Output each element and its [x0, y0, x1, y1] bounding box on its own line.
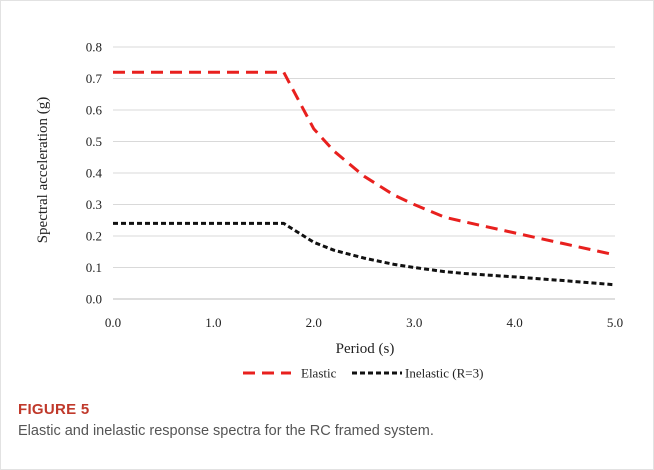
- series-line-inelastic: [113, 221, 616, 287]
- y-tick-label: 0.3: [86, 197, 102, 212]
- series-lines: [113, 70, 616, 287]
- y-tick-label: 0.4: [86, 166, 103, 181]
- y-tick-label: 0.7: [86, 71, 103, 86]
- x-axis-title: Period (s): [336, 341, 395, 357]
- response-spectra-chart: 0.0 0.1 0.2 0.3 0.4 0.5 0.6 0.7 0.8 0.0 1.0 2.0 3.0…: [35, 40, 623, 381]
- y-tick-label: 0.1: [86, 260, 102, 275]
- y-tick-label: 0.8: [86, 40, 102, 55]
- x-tick-label: 1.0: [205, 315, 221, 330]
- x-tick-label: 0.0: [105, 315, 121, 330]
- x-tick-labels: 0.0 1.0 2.0 3.0 4.0 5.0: [105, 315, 623, 330]
- figure-caption: Elastic and inelastic response spectra f…: [18, 423, 434, 439]
- y-axis-title: Spectral acceleration (g): [35, 97, 51, 244]
- y-tick-label: 0.6: [86, 103, 103, 118]
- legend-label-elastic: Elastic: [301, 366, 337, 381]
- x-tick-label: 2.0: [306, 315, 322, 330]
- y-tick-label: 0.5: [86, 134, 102, 149]
- y-tick-label: 0.0: [86, 292, 102, 307]
- series-line-elastic: [113, 70, 616, 257]
- x-tick-label: 5.0: [607, 315, 623, 330]
- legend-label-inelastic: Inelastic (R=3): [405, 366, 483, 381]
- legend: Elastic Inelastic (R=3): [243, 366, 483, 381]
- grid-lines: [113, 46, 615, 300]
- x-tick-label: 4.0: [506, 315, 522, 330]
- y-tick-labels: 0.0 0.1 0.2 0.3 0.4 0.5 0.6 0.7 0.8: [86, 40, 103, 307]
- figure-label: FIGURE 5: [18, 401, 90, 418]
- y-tick-label: 0.2: [86, 229, 102, 244]
- x-tick-label: 3.0: [406, 315, 422, 330]
